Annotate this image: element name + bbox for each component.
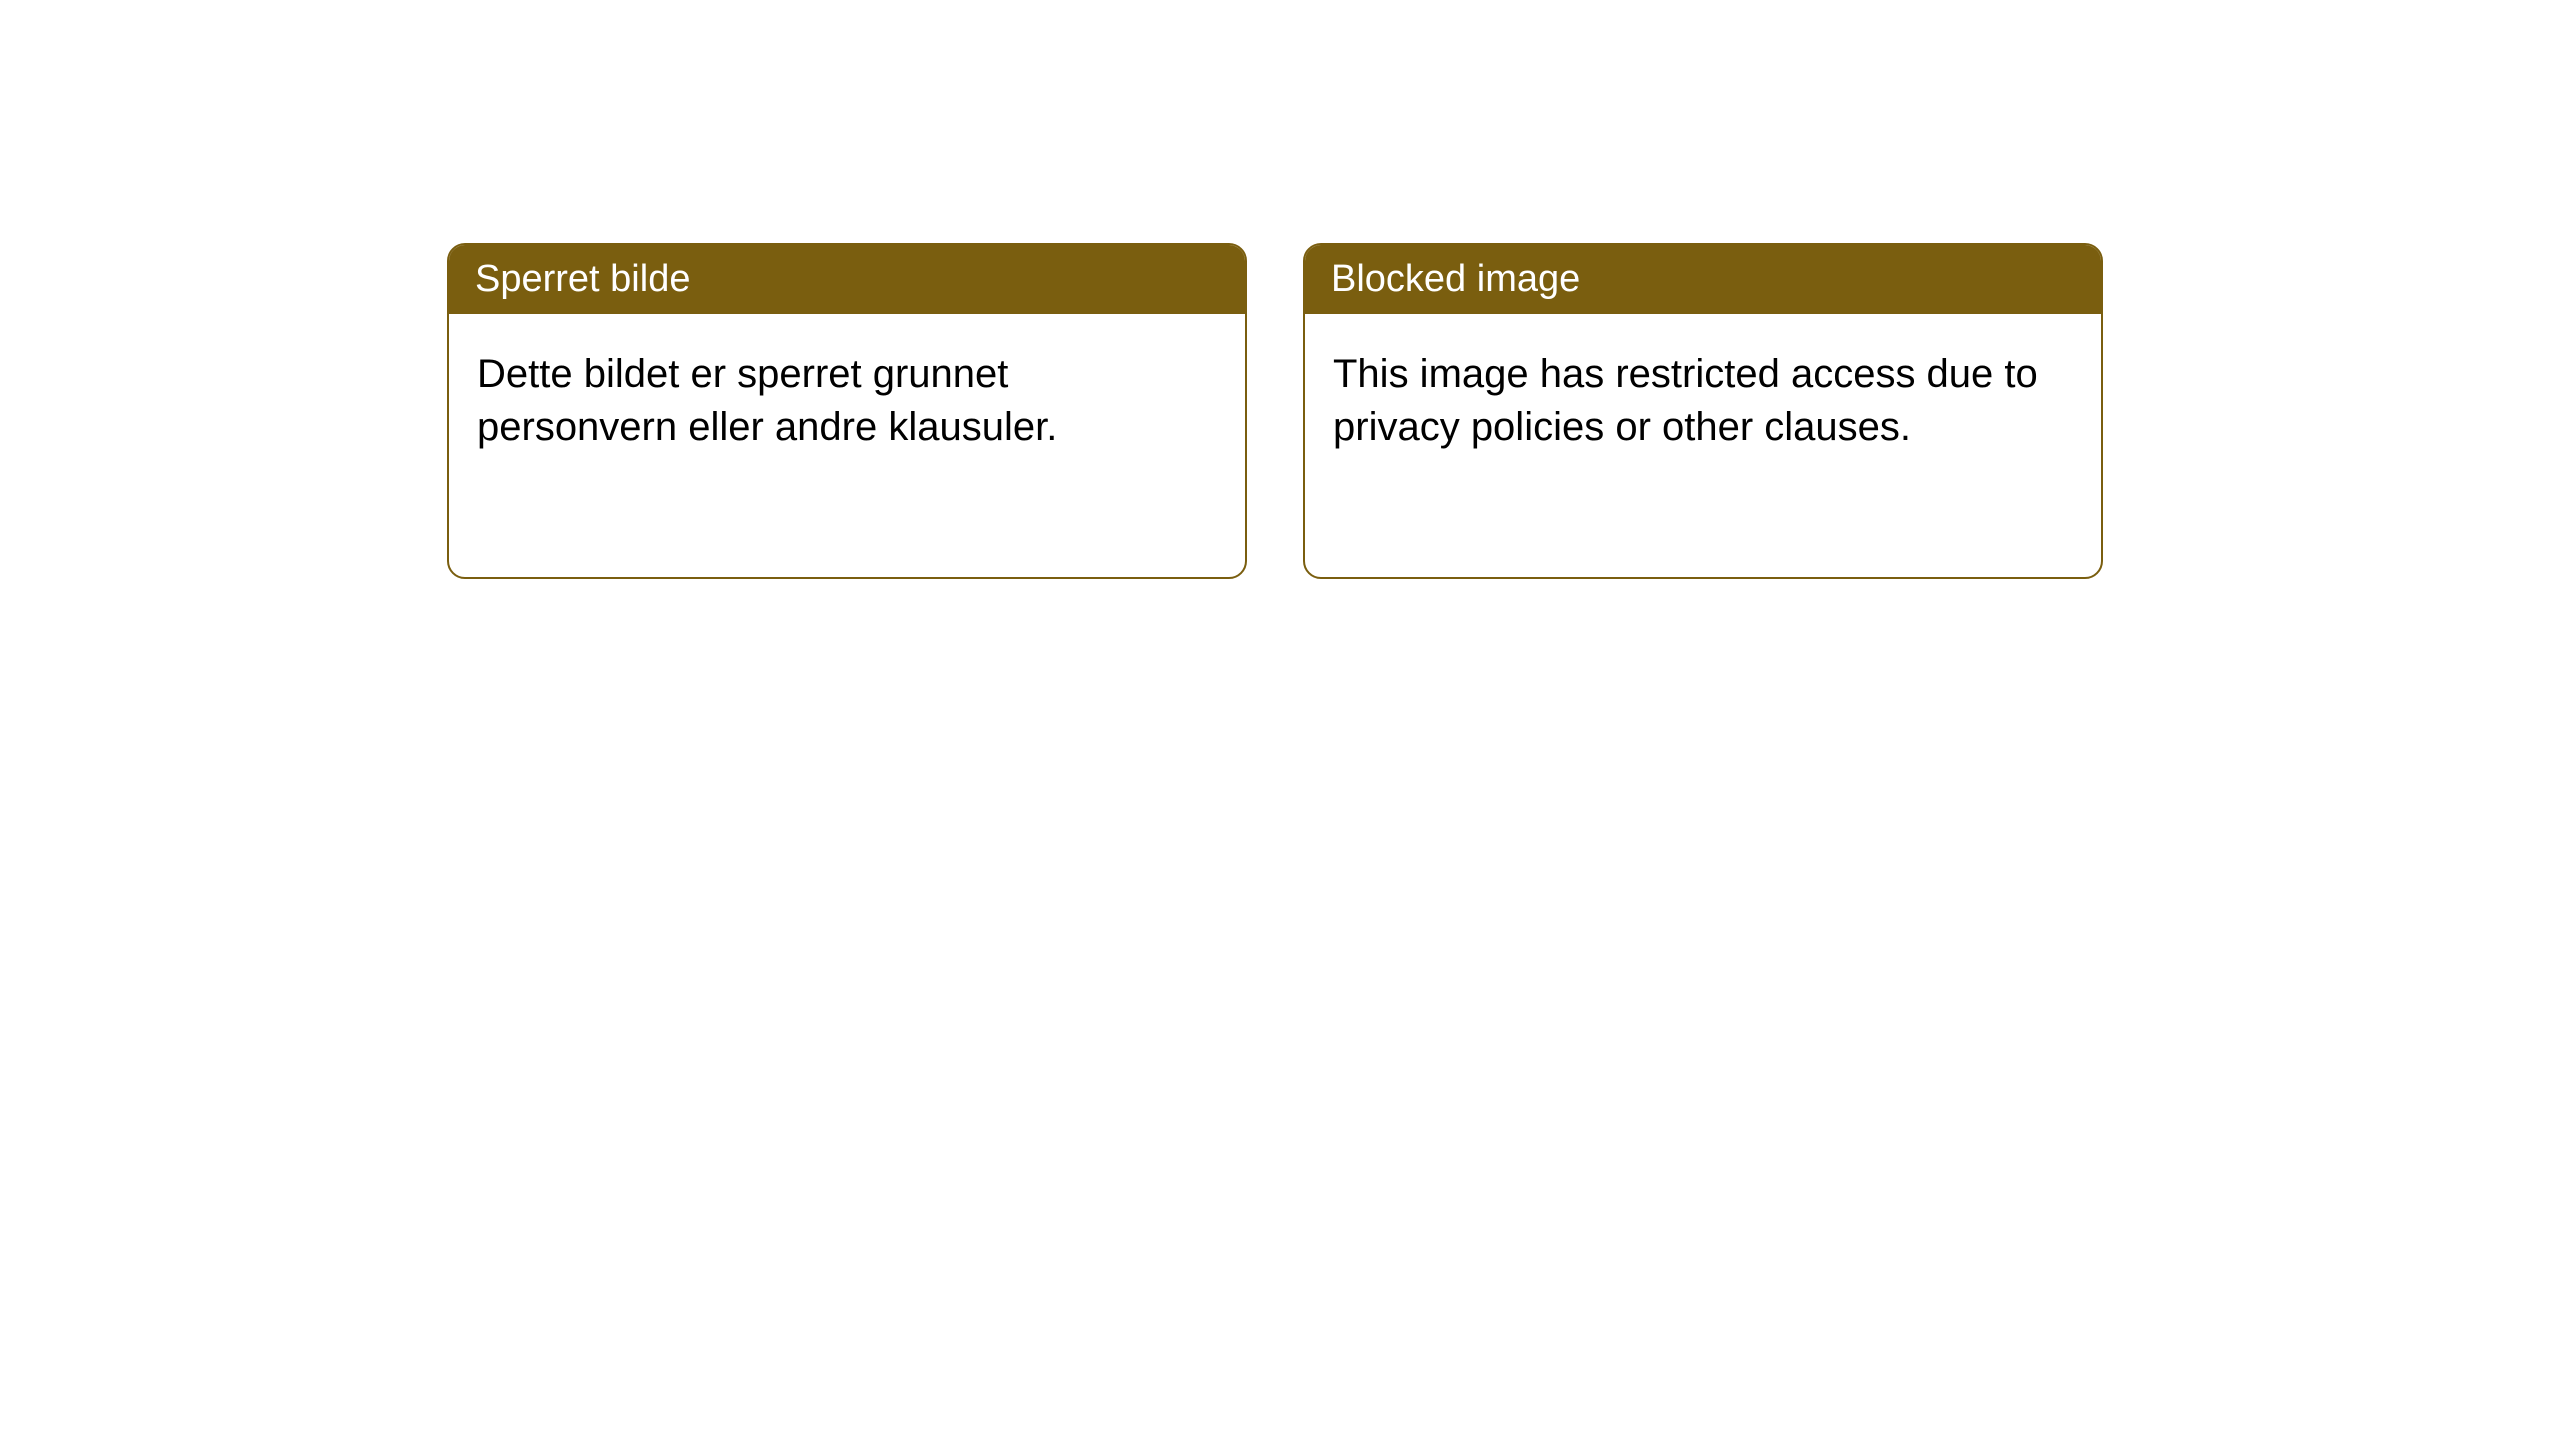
notice-title-english: Blocked image — [1305, 245, 2101, 314]
notice-body-norwegian: Dette bildet er sperret grunnet personve… — [449, 314, 1245, 488]
notice-body-english: This image has restricted access due to … — [1305, 314, 2101, 488]
notice-card-norwegian: Sperret bilde Dette bildet er sperret gr… — [447, 243, 1247, 579]
notice-container: Sperret bilde Dette bildet er sperret gr… — [447, 243, 2103, 579]
notice-card-english: Blocked image This image has restricted … — [1303, 243, 2103, 579]
notice-title-norwegian: Sperret bilde — [449, 245, 1245, 314]
